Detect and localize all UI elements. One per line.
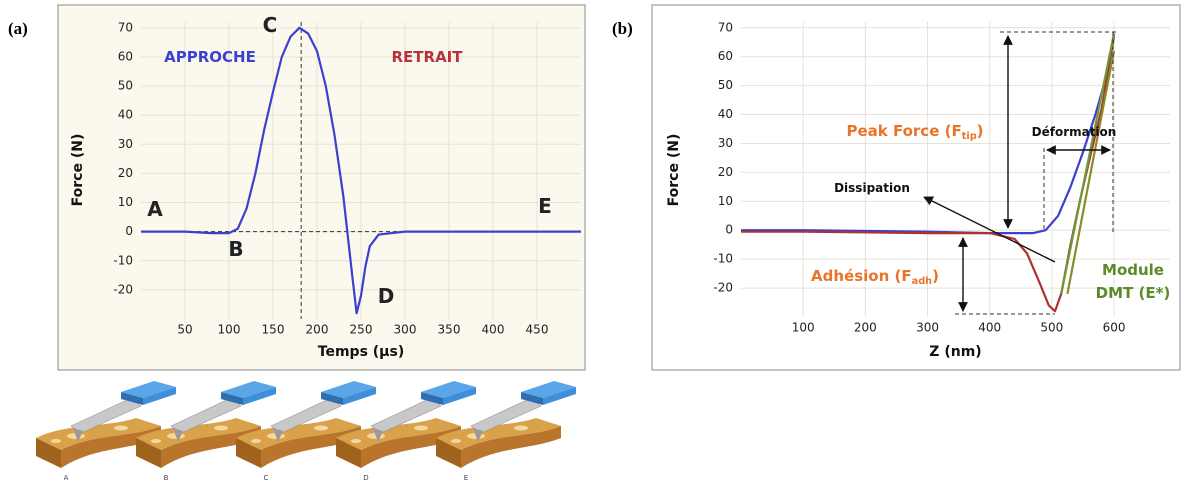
y-tick-label: 20 (718, 165, 733, 179)
chart-frame (58, 5, 585, 370)
illustration-label: B (164, 474, 169, 482)
annotation-line: Module (1102, 261, 1164, 279)
x-tick-label: 400 (482, 323, 505, 337)
annotation-text: C (263, 13, 278, 37)
annotation-text: Déformation (1032, 125, 1117, 139)
y-axis-label: Force (N) (666, 134, 682, 207)
annotation-text: RETRAIT (391, 48, 463, 66)
x-tick-label: 350 (438, 323, 461, 337)
y-tick-label: 50 (118, 79, 133, 93)
annotation: E (538, 194, 552, 218)
annotation: A (147, 197, 163, 221)
x-tick-label: 250 (350, 323, 373, 337)
illustration-label: A (64, 474, 69, 482)
x-tick-label: 300 (394, 323, 417, 337)
x-tick-label: 100 (218, 323, 241, 337)
annotation: C (263, 13, 278, 37)
annotation-text: A (147, 197, 163, 221)
y-tick-label: 70 (718, 20, 733, 34)
x-axis-label: Temps (µs) (318, 344, 404, 360)
annotation: Dissipation (834, 181, 910, 195)
annotation: B (228, 237, 243, 261)
y-tick-label: -10 (713, 252, 733, 266)
panel-label: (b) (612, 19, 633, 38)
x-tick-label: 50 (177, 323, 192, 337)
x-tick-label: 500 (1040, 321, 1063, 335)
figure: (a)-20-100102030405060705010015020025030… (0, 0, 1188, 483)
y-tick-label: -10 (113, 253, 133, 267)
y-tick-label: 30 (718, 136, 733, 150)
y-tick-label: 70 (118, 20, 133, 34)
illustration: A B C D E (36, 381, 576, 482)
x-tick-label: 100 (792, 321, 815, 335)
annotation-text: Peak Force (F (846, 122, 961, 140)
annotation: Déformation (1032, 125, 1117, 139)
y-tick-label: 50 (718, 78, 733, 92)
y-tick-label: 20 (118, 166, 133, 180)
y-tick-label: 40 (718, 107, 733, 121)
illustration-label: E (464, 474, 468, 482)
annotation-text: D (378, 284, 395, 308)
annotation-text: Adhésion (F (811, 267, 912, 285)
x-axis-label: Z (nm) (929, 344, 981, 360)
annotation-subscript: tip (962, 131, 977, 142)
annotation-line: DMT (E*) (1096, 284, 1171, 302)
y-tick-label: 30 (118, 137, 133, 151)
annotation: RETRAIT (391, 48, 463, 66)
panel-label: (a) (8, 19, 28, 38)
y-tick-label: 40 (118, 108, 133, 122)
y-tick-label: -20 (113, 282, 133, 296)
x-tick-label: 600 (1103, 321, 1126, 335)
annotation-text: Dissipation (834, 181, 910, 195)
x-tick-label: 300 (916, 321, 939, 335)
annotation-text: B (228, 237, 243, 261)
annotation-text: ) (932, 267, 939, 285)
illustration-label: D (363, 474, 368, 482)
y-tick-label: 0 (125, 224, 133, 238)
annotation-text: ) (977, 122, 984, 140)
annotation-text: E (538, 194, 552, 218)
x-tick-label: 200 (854, 321, 877, 335)
illustration-label: C (264, 474, 269, 482)
y-tick-label: 10 (718, 194, 733, 208)
y-tick-label: 0 (725, 223, 733, 237)
annotation: APPROCHE (164, 48, 256, 66)
annotation: D (378, 284, 395, 308)
y-axis-label: Force (N) (70, 134, 86, 207)
y-tick-label: 60 (118, 49, 133, 63)
y-tick-label: -20 (713, 281, 733, 295)
x-tick-label: 400 (978, 321, 1001, 335)
annotation-subscript: adh (912, 276, 933, 287)
y-tick-label: 10 (118, 195, 133, 209)
annotation-text: APPROCHE (164, 48, 256, 66)
y-tick-label: 60 (718, 49, 733, 63)
x-tick-label: 150 (262, 323, 285, 337)
x-tick-label: 200 (306, 323, 329, 337)
x-tick-label: 450 (526, 323, 549, 337)
